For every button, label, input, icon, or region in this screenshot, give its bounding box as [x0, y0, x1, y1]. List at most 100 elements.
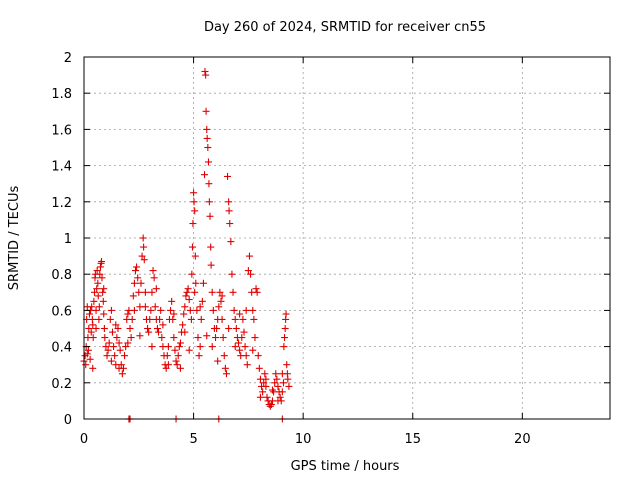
y-tick-label: 1.8: [51, 87, 72, 102]
data-point: [102, 343, 110, 351]
data-point: [130, 279, 138, 287]
data-point: [121, 352, 129, 360]
data-point: [197, 315, 205, 323]
data-point: [255, 364, 263, 372]
data-point: [274, 382, 282, 390]
data-point: [213, 325, 221, 332]
data-point: [96, 263, 104, 271]
data-point: [225, 207, 233, 215]
data-point: [113, 334, 121, 342]
data-point: [282, 310, 290, 318]
data-point: [145, 328, 153, 336]
data-point: [112, 321, 120, 329]
data-point: [281, 334, 289, 342]
data-point: [82, 361, 90, 369]
data-point: [100, 310, 108, 318]
data-point: [250, 315, 258, 323]
x-tick-label: 10: [295, 432, 312, 447]
data-point: [169, 315, 177, 323]
y-tick-label: 0.6: [51, 304, 72, 319]
data-point: [117, 361, 125, 369]
data-point: [107, 357, 115, 365]
chart-title: Day 260 of 2024, SRMTID for receiver cn5…: [204, 20, 486, 35]
data-point: [208, 288, 216, 296]
data-point: [279, 379, 287, 387]
data-point: [191, 252, 199, 260]
data-point: [111, 352, 119, 360]
data-point: [90, 297, 98, 305]
data-point: [194, 334, 202, 342]
data-point: [152, 285, 160, 293]
y-tick-label: 1: [64, 232, 72, 247]
data-point: [202, 71, 210, 79]
data-point: [273, 375, 281, 383]
data-point: [184, 285, 192, 293]
data-point: [118, 370, 126, 378]
data-point: [180, 310, 188, 318]
data-point: [268, 386, 276, 394]
data-point: [196, 303, 204, 311]
data-point: [87, 328, 95, 336]
data-point: [148, 343, 156, 351]
data-point: [244, 267, 252, 275]
x-tick-label: 15: [404, 432, 421, 447]
data-point: [256, 393, 264, 401]
data-point: [149, 267, 157, 275]
data-point: [127, 334, 135, 342]
y-tick-label: 0: [64, 413, 72, 428]
data-point: [218, 315, 226, 323]
data-point: [105, 339, 113, 347]
grid-layer: [84, 57, 610, 419]
data-point: [176, 364, 184, 372]
data-point: [196, 343, 204, 351]
data-point: [231, 343, 239, 351]
data-point: [203, 332, 211, 340]
data-point: [285, 382, 293, 390]
data-point: [89, 334, 97, 342]
data-point: [181, 328, 189, 336]
data-point: [167, 306, 175, 314]
y-tick-label: 2: [64, 51, 72, 66]
data-point: [217, 297, 225, 305]
data-point: [158, 334, 166, 342]
data-point: [122, 343, 130, 351]
data-point: [134, 274, 142, 282]
data-point: [274, 397, 282, 405]
data-point: [176, 339, 184, 347]
data-point: [235, 339, 243, 347]
data-point: [225, 198, 233, 206]
data-point: [205, 198, 213, 206]
data-point: [198, 297, 206, 305]
data-point: [86, 355, 94, 363]
data-point: [141, 303, 149, 311]
data-point: [231, 315, 239, 323]
data-point: [240, 328, 248, 336]
data-point: [260, 379, 268, 387]
data-point: [215, 303, 223, 311]
data-point: [138, 252, 146, 260]
data-point: [281, 325, 289, 332]
y-tick-label: 1.4: [51, 160, 72, 175]
data-point: [185, 296, 193, 304]
data-point: [261, 370, 269, 378]
data-point: [199, 279, 207, 287]
data-point: [148, 288, 156, 296]
data-point: [108, 328, 116, 336]
data-point: [89, 364, 97, 372]
data-point: [170, 334, 178, 342]
data-point: [186, 306, 194, 314]
data-point: [227, 238, 235, 246]
data-point: [181, 303, 189, 311]
data-point: [221, 364, 229, 372]
data-point: [98, 258, 106, 266]
data-point: [156, 315, 164, 323]
data-point: [226, 220, 234, 228]
data-point: [147, 306, 155, 314]
data-point: [144, 325, 152, 332]
data-point: [188, 270, 196, 278]
data-point: [236, 310, 244, 318]
data-point: [190, 189, 198, 197]
data-point: [85, 310, 93, 318]
data-point: [103, 352, 111, 360]
data-point: [92, 306, 100, 314]
